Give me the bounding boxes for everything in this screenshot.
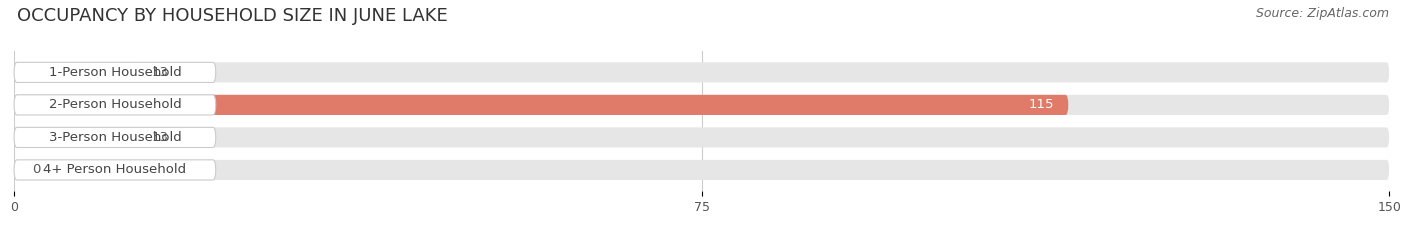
FancyBboxPatch shape (14, 160, 215, 180)
FancyBboxPatch shape (14, 160, 1389, 180)
FancyBboxPatch shape (14, 127, 134, 147)
FancyBboxPatch shape (14, 62, 1389, 82)
FancyBboxPatch shape (14, 95, 1069, 115)
Text: 115: 115 (1029, 98, 1054, 111)
FancyBboxPatch shape (14, 95, 1389, 115)
FancyBboxPatch shape (14, 62, 215, 82)
Text: 2-Person Household: 2-Person Household (49, 98, 181, 111)
Text: 1-Person Household: 1-Person Household (49, 66, 181, 79)
FancyBboxPatch shape (14, 62, 134, 82)
FancyBboxPatch shape (14, 127, 215, 147)
Text: 0: 0 (32, 163, 41, 176)
FancyBboxPatch shape (14, 127, 1389, 147)
Text: OCCUPANCY BY HOUSEHOLD SIZE IN JUNE LAKE: OCCUPANCY BY HOUSEHOLD SIZE IN JUNE LAKE (17, 7, 447, 25)
Text: 13: 13 (152, 131, 169, 144)
Text: 4+ Person Household: 4+ Person Household (44, 163, 187, 176)
FancyBboxPatch shape (14, 95, 215, 115)
Text: Source: ZipAtlas.com: Source: ZipAtlas.com (1256, 7, 1389, 20)
Text: 13: 13 (152, 66, 169, 79)
Text: 3-Person Household: 3-Person Household (49, 131, 181, 144)
